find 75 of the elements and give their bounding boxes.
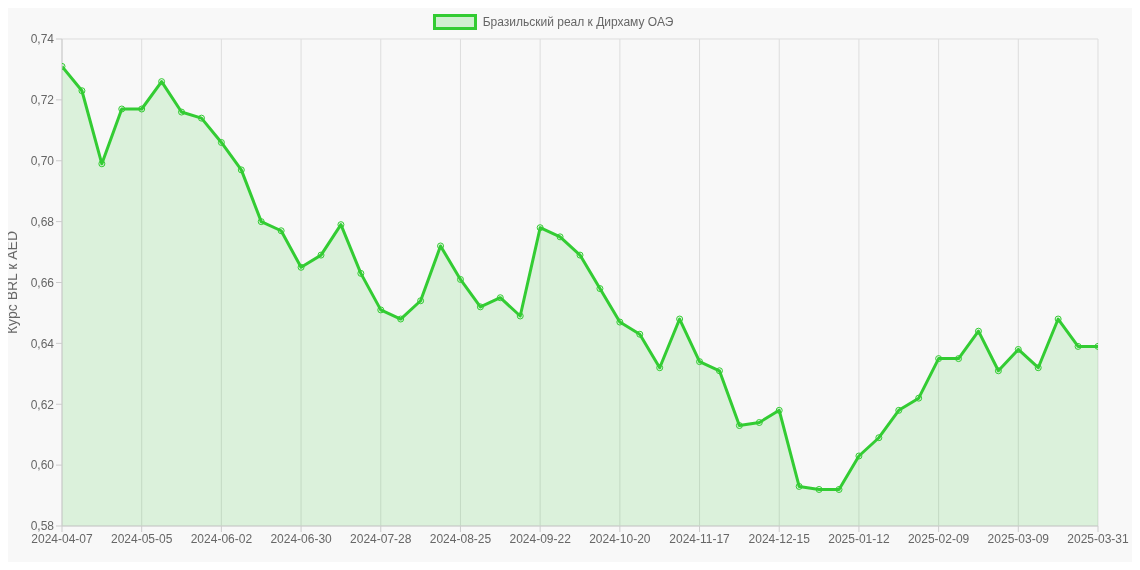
x-tick-label: 2024-05-05 (111, 531, 173, 546)
point (536, 224, 544, 232)
point (217, 138, 225, 146)
point (656, 364, 664, 372)
point (735, 422, 743, 430)
point (297, 263, 305, 271)
point (516, 312, 524, 320)
legend-label: Бразильский реал к Дирхаму ОАЭ (482, 15, 674, 29)
point (1054, 315, 1062, 323)
point (476, 303, 484, 311)
y-tick-label: 0,66 (30, 275, 55, 290)
y-tick-label: 0,72 (30, 93, 55, 108)
point (775, 406, 783, 414)
point (1014, 345, 1022, 353)
x-tick-label: 2024-04-07 (31, 531, 94, 546)
x-tick-label: 2024-06-02 (190, 531, 253, 546)
x-tick-label: 2024-12-15 (748, 531, 811, 546)
point (715, 367, 723, 375)
y-tick-label: 0,62 (30, 397, 55, 412)
point (496, 294, 504, 302)
point (1074, 342, 1082, 350)
point (397, 315, 405, 323)
point (556, 233, 564, 241)
point (317, 251, 325, 259)
point (755, 419, 763, 427)
point (158, 78, 166, 86)
x-tick-label: 2024-08-25 (429, 531, 492, 546)
point (456, 275, 464, 283)
point (78, 87, 86, 95)
point (197, 114, 205, 122)
x-tick-label: 2024-06-30 (270, 531, 333, 546)
point (974, 327, 982, 335)
x-tick-label: 2024-07-28 (350, 531, 412, 546)
point (277, 227, 285, 235)
point (616, 318, 624, 326)
point (636, 330, 644, 338)
x-tick-label: 2024-10-20 (589, 531, 651, 546)
x-tick-label: 2025-03-31 (1067, 531, 1130, 546)
point (437, 242, 445, 250)
point (98, 160, 106, 168)
point (237, 166, 245, 174)
y-tick-label: 0,68 (30, 214, 55, 229)
point (178, 108, 186, 116)
point (676, 315, 684, 323)
point (357, 269, 365, 277)
point (855, 452, 863, 460)
x-tick-label: 2025-03-09 (987, 531, 1050, 546)
x-tick-label: 2025-02-09 (907, 531, 970, 546)
point (1034, 364, 1042, 372)
point (696, 358, 704, 366)
x-tick-label: 2024-09-22 (509, 531, 572, 546)
point (417, 297, 425, 305)
point (596, 285, 604, 293)
x-tick-label: 2024-11-17 (669, 531, 731, 546)
point (118, 105, 126, 113)
point (935, 355, 943, 363)
point (257, 218, 265, 226)
y-tick-label: 0,70 (30, 154, 55, 169)
point (377, 306, 385, 314)
point (138, 105, 146, 113)
point (576, 251, 584, 259)
y-tick-label: 0,60 (30, 458, 55, 473)
y-axis-title: Курс BRL к AED (3, 230, 20, 335)
point (835, 485, 843, 493)
y-tick-label: 0,74 (30, 32, 55, 47)
point (795, 482, 803, 490)
x-tick-label: 2025-01-12 (828, 531, 890, 546)
point (895, 406, 903, 414)
point (815, 485, 823, 493)
point (994, 367, 1002, 375)
y-tick-label: 0,64 (30, 336, 55, 351)
point (915, 394, 923, 402)
point (875, 434, 883, 442)
point (955, 355, 963, 363)
y-tick-label: 0,58 (30, 519, 55, 534)
